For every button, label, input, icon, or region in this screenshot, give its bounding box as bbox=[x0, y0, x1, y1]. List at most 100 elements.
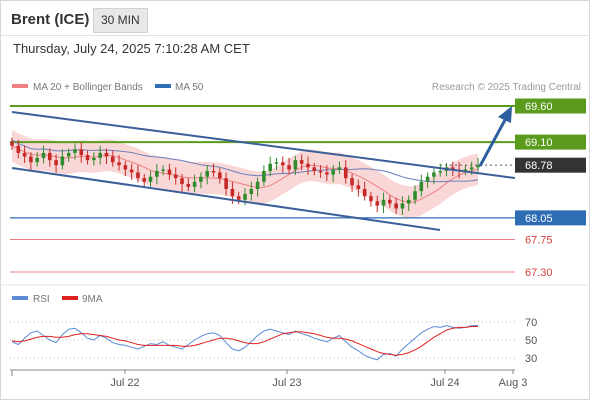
candle-body bbox=[343, 167, 348, 179]
ma20-line bbox=[11, 145, 479, 203]
candle-body bbox=[369, 196, 373, 202]
candle-body bbox=[35, 157, 39, 163]
rsi-ma-line bbox=[11, 326, 478, 356]
ma50-legend-swatch bbox=[155, 84, 171, 88]
candle-body bbox=[224, 178, 228, 189]
candle-body bbox=[306, 163, 310, 168]
candle-body bbox=[463, 169, 468, 171]
ma20-legend-label: MA 20 + Bollinger Bands bbox=[33, 82, 143, 93]
candle-body bbox=[362, 189, 367, 197]
rsi-legend-swatch bbox=[12, 296, 28, 300]
candle-body bbox=[136, 172, 140, 179]
rsi-panel: 70 50 30 bbox=[10, 317, 537, 365]
candle-body bbox=[60, 156, 65, 166]
candle-body bbox=[211, 170, 216, 173]
candle-body bbox=[29, 156, 33, 163]
candle-body bbox=[394, 203, 398, 209]
candle-body bbox=[98, 152, 102, 158]
rsi-ma-legend-swatch bbox=[62, 296, 78, 300]
forecast-arrow-shaft bbox=[478, 119, 507, 167]
candle-body bbox=[325, 172, 329, 175]
timeframe-badge[interactable]: 30 MIN bbox=[93, 8, 148, 33]
support-1-label: 67.75 bbox=[525, 235, 553, 247]
pivot-label-box bbox=[515, 210, 586, 226]
candle-body bbox=[262, 170, 266, 182]
candle-body bbox=[73, 149, 77, 153]
candle-body bbox=[186, 183, 191, 187]
candle-body bbox=[469, 167, 474, 170]
chart-header: Brent (ICE) 30 MIN bbox=[1, 1, 589, 36]
candle-body bbox=[161, 169, 165, 171]
credit-label: Research © 2025 Trading Central bbox=[432, 82, 581, 93]
resistance-2-label: 69.60 bbox=[525, 101, 553, 113]
candle-body bbox=[104, 152, 109, 157]
candle-body bbox=[180, 178, 184, 184]
candle-body bbox=[123, 165, 128, 170]
rsi-ma-legend-label: 9MA bbox=[82, 294, 103, 305]
candle-body bbox=[79, 149, 84, 156]
candle-body bbox=[318, 170, 323, 173]
candle-body bbox=[192, 181, 197, 187]
candle-body bbox=[10, 142, 14, 146]
candle-body bbox=[356, 185, 361, 189]
candle-body bbox=[388, 199, 392, 204]
candle-body bbox=[142, 178, 147, 182]
last-price-label: 68.78 bbox=[525, 160, 553, 172]
candle-body bbox=[249, 189, 254, 195]
x-axis-ticks: Jul 22 Jul 23 Jul 24 Aug 3 bbox=[11, 370, 528, 389]
candle-body bbox=[280, 162, 285, 166]
channel-lines bbox=[11, 106, 516, 231]
candle-body bbox=[287, 165, 291, 170]
pivot-label: 68.05 bbox=[525, 213, 553, 225]
resistance-1-label-box bbox=[515, 134, 586, 150]
candle-body bbox=[205, 170, 210, 177]
resistance-1-label: 69.10 bbox=[525, 137, 553, 149]
candle-body bbox=[129, 169, 134, 173]
level-labels: 69.60 69.10 68.78 68.05 67.75 67.30 bbox=[515, 98, 586, 279]
candle-body bbox=[155, 170, 159, 177]
candle-body bbox=[85, 155, 90, 161]
candle-body bbox=[419, 181, 424, 192]
candle-body bbox=[236, 196, 241, 200]
candle-body bbox=[230, 189, 235, 197]
candle-body bbox=[16, 145, 21, 153]
candle-body bbox=[66, 152, 71, 157]
forecast-arrow-head bbox=[498, 106, 512, 123]
ma50-legend-label: MA 50 bbox=[175, 82, 204, 93]
candle-body bbox=[274, 162, 279, 164]
candle-body bbox=[432, 172, 436, 177]
candles bbox=[10, 137, 480, 215]
candle-body bbox=[148, 176, 153, 182]
candle-body bbox=[451, 167, 455, 170]
candle-body bbox=[476, 165, 480, 168]
candle-body bbox=[243, 194, 247, 200]
channel-lower-line bbox=[11, 167, 441, 231]
candle-body bbox=[438, 170, 443, 173]
candle-body bbox=[381, 199, 386, 206]
candle-body bbox=[22, 152, 27, 157]
candle-body bbox=[299, 160, 304, 164]
candle-body bbox=[425, 176, 430, 182]
candle-body bbox=[406, 199, 411, 204]
candle-body bbox=[54, 160, 58, 166]
rsi-tick-label: 30 bbox=[525, 353, 537, 365]
channel-upper-line bbox=[11, 111, 516, 179]
candle-body bbox=[110, 156, 115, 163]
x-tick-label: Aug 3 bbox=[499, 377, 528, 389]
candle-body bbox=[400, 203, 405, 209]
rsi-line bbox=[11, 325, 478, 361]
x-tick-label: Jul 24 bbox=[430, 377, 459, 389]
chart-datetime: Thursday, July 24, 2025 7:10:28 AM CET bbox=[13, 41, 250, 56]
candle-body bbox=[117, 162, 121, 166]
instrument-title: Brent (ICE) bbox=[11, 11, 90, 28]
candle-body bbox=[312, 167, 317, 171]
candle-body bbox=[413, 191, 417, 200]
x-tick-label: Jul 23 bbox=[272, 377, 301, 389]
support-2-label: 67.30 bbox=[525, 267, 553, 279]
candle-body bbox=[47, 152, 52, 161]
rsi-tick-label: 50 bbox=[525, 335, 537, 347]
candle-body bbox=[293, 160, 298, 170]
ma20-legend-swatch bbox=[12, 84, 28, 88]
candle-body bbox=[199, 176, 203, 182]
